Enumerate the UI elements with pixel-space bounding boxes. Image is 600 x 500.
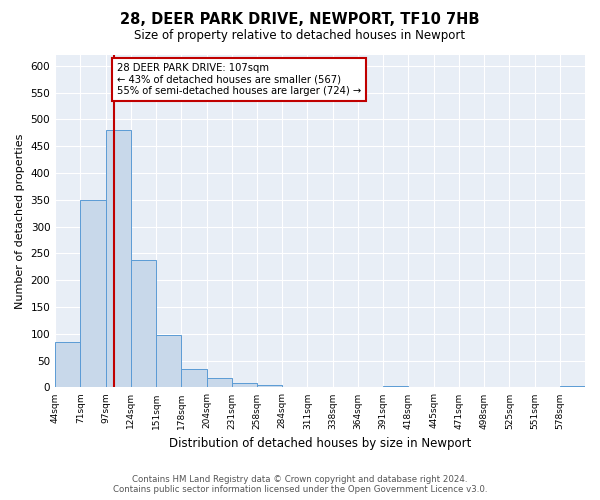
- Text: 28, DEER PARK DRIVE, NEWPORT, TF10 7HB: 28, DEER PARK DRIVE, NEWPORT, TF10 7HB: [120, 12, 480, 28]
- Bar: [232, 383, 257, 388]
- X-axis label: Distribution of detached houses by size in Newport: Distribution of detached houses by size …: [169, 437, 471, 450]
- Bar: [383, 386, 409, 388]
- Text: 28 DEER PARK DRIVE: 107sqm
← 43% of detached houses are smaller (567)
55% of sem: 28 DEER PARK DRIVE: 107sqm ← 43% of deta…: [117, 63, 361, 96]
- Bar: [257, 384, 282, 388]
- Bar: [55, 342, 80, 388]
- Bar: [80, 200, 106, 388]
- Bar: [131, 260, 156, 388]
- Bar: [206, 378, 232, 388]
- Bar: [560, 386, 585, 388]
- Text: Size of property relative to detached houses in Newport: Size of property relative to detached ho…: [134, 28, 466, 42]
- Y-axis label: Number of detached properties: Number of detached properties: [15, 134, 25, 309]
- Bar: [156, 336, 181, 388]
- Bar: [106, 130, 131, 388]
- Bar: [181, 368, 206, 388]
- Text: Contains HM Land Registry data © Crown copyright and database right 2024.
Contai: Contains HM Land Registry data © Crown c…: [113, 474, 487, 494]
